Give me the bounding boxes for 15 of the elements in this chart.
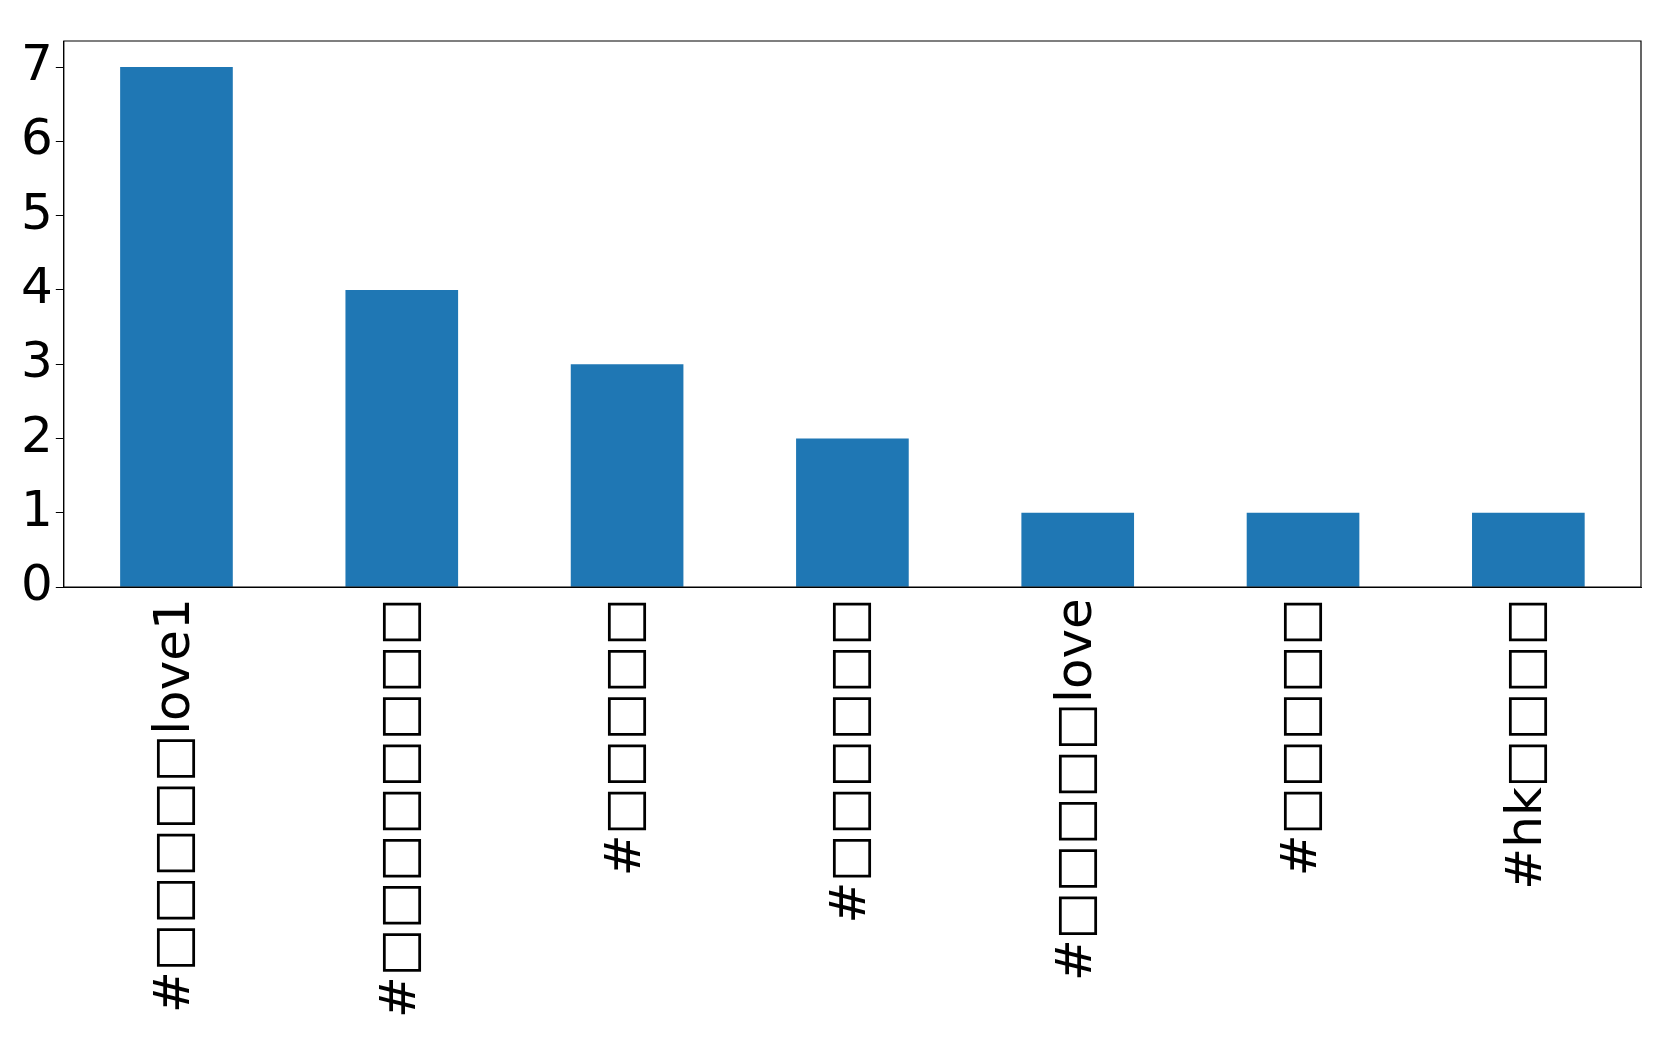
y-tick-label: 5	[21, 182, 53, 241]
y-tick-label: 7	[21, 33, 53, 92]
y-tick-label: 3	[21, 331, 53, 390]
y-tick-label: 1	[21, 479, 53, 538]
x-tick-label: #□□□□□	[1270, 598, 1329, 877]
x-tick-label: #□□□□□love1	[143, 598, 202, 1013]
y-tick-label: 2	[21, 405, 53, 464]
x-tick-label: #□□□□□	[594, 598, 653, 877]
x-tick-label: #hk□□□□	[1495, 598, 1554, 890]
y-tick-label: 4	[21, 256, 53, 315]
x-tick-label: #□□□□□love	[1044, 598, 1103, 982]
y-tick-label: 6	[21, 108, 53, 167]
y-tick-label: 0	[21, 554, 53, 613]
x-tick-label: #□□□□□□□□	[368, 598, 427, 1018]
x-tick-label: #□□□□□□	[819, 598, 878, 924]
